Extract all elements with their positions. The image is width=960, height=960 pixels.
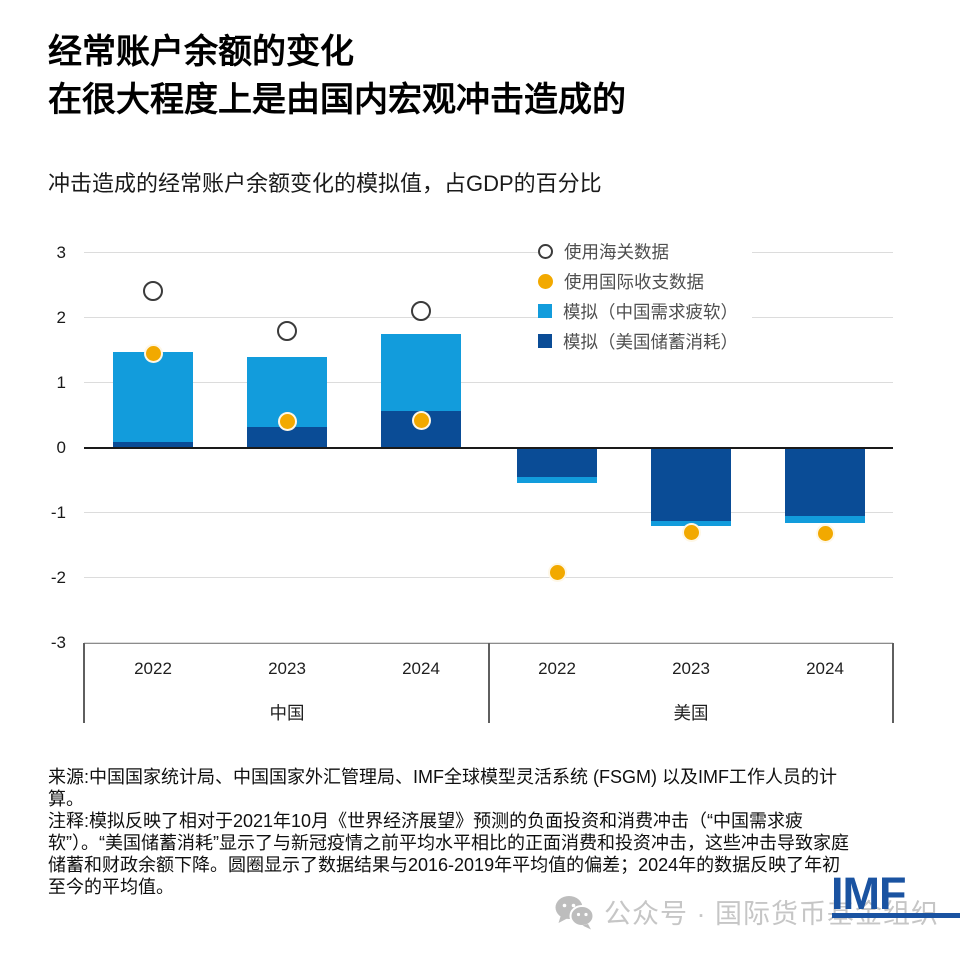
page-title: 经常账户余额的变化 在很大程度上是由国内宏观冲击造成的: [48, 28, 626, 124]
chart-legend: 使用海关数据使用国际收支数据模拟（中国需求疲软） 模拟（美国储蓄消耗）: [538, 236, 752, 356]
footnotes: 来源:中国国家统计局、中国国家外汇管理局、IMF全球模型灵活系统 (FSGM) …: [48, 766, 856, 898]
bop-data-marker: [681, 522, 701, 542]
gridline: [84, 252, 893, 253]
bar-chart: 3 2 1 0 -1 -2 -3 2022 2023 2024 2022 2023 2024 中国 美国 使用…: [50, 236, 894, 723]
imf-logo: IMF: [831, 868, 906, 919]
x-axis-group-divider: [83, 642, 85, 723]
gridline: [84, 577, 893, 578]
x-axis-group-divider: [487, 642, 490, 723]
x-axis-year-label: 2024: [806, 659, 844, 678]
x-axis-year-label: 2024: [402, 659, 440, 678]
source-note: 来源:中国国家统计局、中国国家外汇管理局、IMF全球模型灵活系统 (FSGM) …: [48, 767, 837, 809]
customs-data-marker: [410, 300, 431, 321]
title-line-1: 经常账户余额的变化: [48, 33, 354, 71]
y-axis-tick-label: 2: [56, 307, 66, 327]
title-line-2: 在很大程度上是由国内宏观冲击造成的: [48, 81, 626, 119]
legend-label: 使用国际收支数据: [564, 271, 704, 292]
bar-segment-china-demand: [517, 476, 597, 484]
bar-segment-us-savings: [785, 447, 865, 516]
legend-item-customs: 使用海关数据: [538, 236, 738, 266]
y-axis-tick-label: -1: [50, 502, 66, 522]
legend-us-savings-icon: [538, 334, 552, 348]
x-axis-year-label: 2023: [268, 659, 306, 678]
x-axis-year-label: 2022: [134, 659, 172, 678]
bop-data-marker: [815, 524, 835, 544]
x-axis-year-label: 2022: [538, 659, 576, 678]
bop-data-marker: [411, 410, 431, 430]
x-axis-year-label: 2023: [672, 659, 710, 678]
watermark: 公众号 · 国际货币基金组织: [554, 892, 939, 931]
x-axis-group-label: 美国: [673, 703, 709, 723]
gridline: [84, 382, 893, 383]
customs-data-marker: [142, 281, 163, 301]
bar-segment-china-demand: [381, 334, 461, 412]
y-axis-tick-label: -3: [50, 632, 66, 652]
customs-data-marker: [276, 321, 297, 342]
legend-china-demand-icon: [538, 304, 552, 318]
legend-item-us-savings: 模拟（美国储蓄消耗）: [538, 326, 738, 356]
methodology-note: 注释:模拟反映了相对于2021年10月《世界经济展望》预测的负面投资和消费冲击（…: [48, 811, 849, 897]
legend-bop-icon: [538, 273, 553, 289]
bop-data-marker: [547, 562, 567, 582]
legend-customs-icon: [538, 243, 553, 259]
imf-logo-underline: [832, 913, 960, 918]
y-axis-tick-label: 3: [56, 242, 66, 262]
bar-segment-china-demand: [113, 351, 193, 443]
legend-label: 模拟（美国储蓄消耗）: [563, 331, 738, 352]
bar-segment-us-savings: [247, 427, 327, 448]
bar-segment-us-savings: [651, 447, 731, 521]
bar-segment-us-savings: [113, 442, 193, 448]
x-axis-group-label: 中国: [269, 703, 305, 723]
bop-data-marker: [143, 343, 163, 363]
chart-subtitle: 冲击造成的经常账户余额变化的模拟值，占GDP的百分比: [48, 171, 602, 196]
gridline: [84, 512, 893, 513]
legend-item-china-demand: 模拟（中国需求疲软）: [538, 296, 738, 326]
bar-segment-china-demand: [785, 515, 865, 523]
legend-item-bop: 使用国际收支数据: [538, 266, 738, 296]
y-axis-tick-label: 1: [56, 372, 66, 392]
legend-label: 模拟（中国需求疲软）: [563, 301, 738, 322]
bar-segment-us-savings: [517, 447, 597, 477]
zero-axis-line: [84, 446, 893, 449]
y-axis-tick-label: -2: [50, 567, 66, 587]
gridline: [84, 317, 893, 318]
y-axis-tick-label: 0: [56, 437, 66, 457]
legend-label: 使用海关数据: [564, 241, 669, 262]
bop-data-marker: [277, 412, 297, 431]
wechat-icon: [555, 895, 594, 929]
x-axis-group-divider: [892, 642, 894, 723]
